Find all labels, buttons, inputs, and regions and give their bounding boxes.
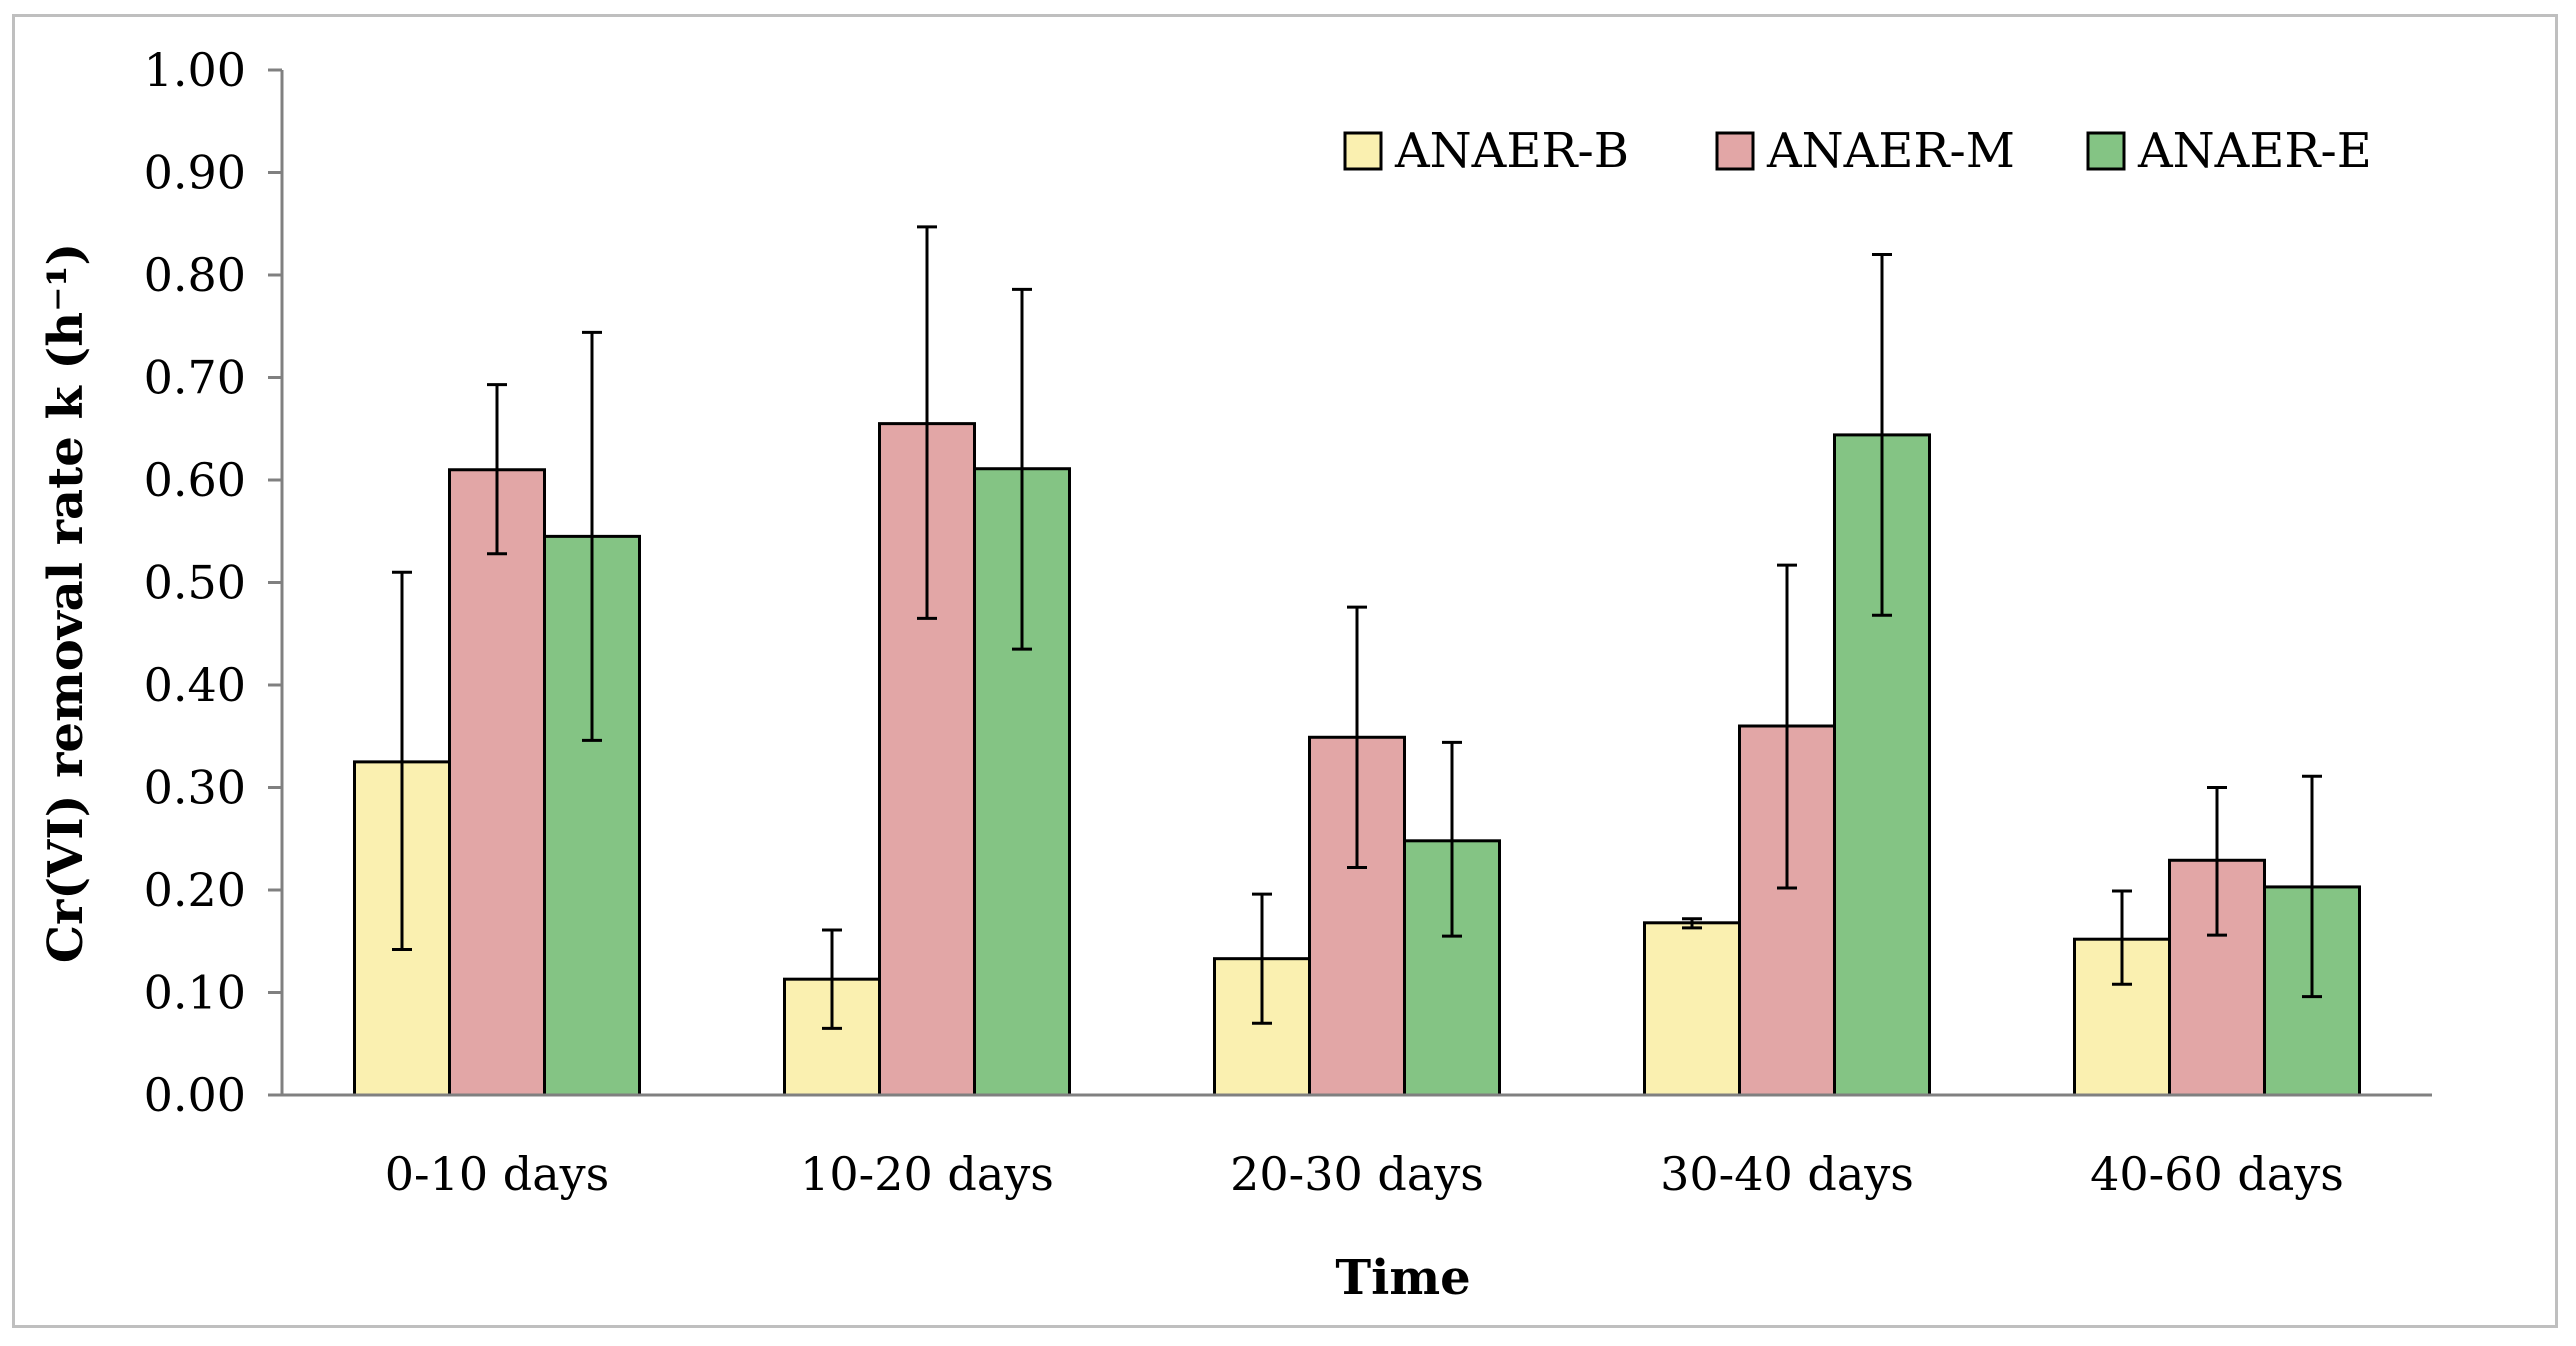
legend-swatch-anaer-e	[2086, 131, 2126, 171]
tick-labels-layer: 0-10 days 10-20 days 20-30 days 30-40 days 4…	[144, 43, 2344, 1201]
x-tick-label: 20-30 days	[1230, 1147, 1484, 1201]
legend-swatch-anaer-b	[1343, 131, 1383, 171]
y-tick-label: 0.00	[144, 1068, 246, 1122]
x-tick-label: 0-10 days	[385, 1147, 609, 1201]
legend-label-anaer-e: ANAER-E	[2137, 123, 2372, 179]
y-tick-label: 0.50	[144, 556, 246, 610]
axes-layer	[268, 68, 2432, 1097]
y-axis-title: Cr(VI) removal rate k (h⁻¹)	[38, 243, 94, 963]
y-tick-label: 0.10	[144, 966, 246, 1020]
legend-label-anaer-m: ANAER-M	[1766, 123, 2015, 179]
y-tick-label: 0.20	[144, 863, 246, 917]
y-tick-label: 0.30	[144, 761, 246, 815]
x-axis-title: Time	[1335, 1250, 1470, 1306]
y-tick-label: 0.70	[144, 351, 246, 405]
x-tick-label: 10-20 days	[800, 1147, 1054, 1201]
y-tick-label: 0.90	[144, 146, 246, 200]
y-tick-label: 1.00	[144, 43, 246, 97]
chart-frame	[12, 14, 2558, 1328]
y-tick-label: 0.60	[144, 453, 246, 507]
x-tick-label: 40-60 days	[2090, 1147, 2344, 1201]
legend-swatch-anaer-m	[1715, 131, 1755, 171]
x-tick-label: 30-40 days	[1660, 1147, 1914, 1201]
legend-label-anaer-b: ANAER-B	[1394, 123, 1629, 179]
y-tick-label: 0.80	[144, 248, 246, 302]
bar-anaer-m-1	[448, 468, 546, 1097]
legend: ANAER-B ANAER-M ANAER-E	[1343, 123, 2372, 179]
y-tick-label: 0.40	[144, 658, 246, 712]
error-bars-layer	[392, 225, 2322, 1030]
bar-anaer-b-4	[1643, 921, 1741, 1097]
bar-anaer-e-1	[543, 534, 641, 1097]
